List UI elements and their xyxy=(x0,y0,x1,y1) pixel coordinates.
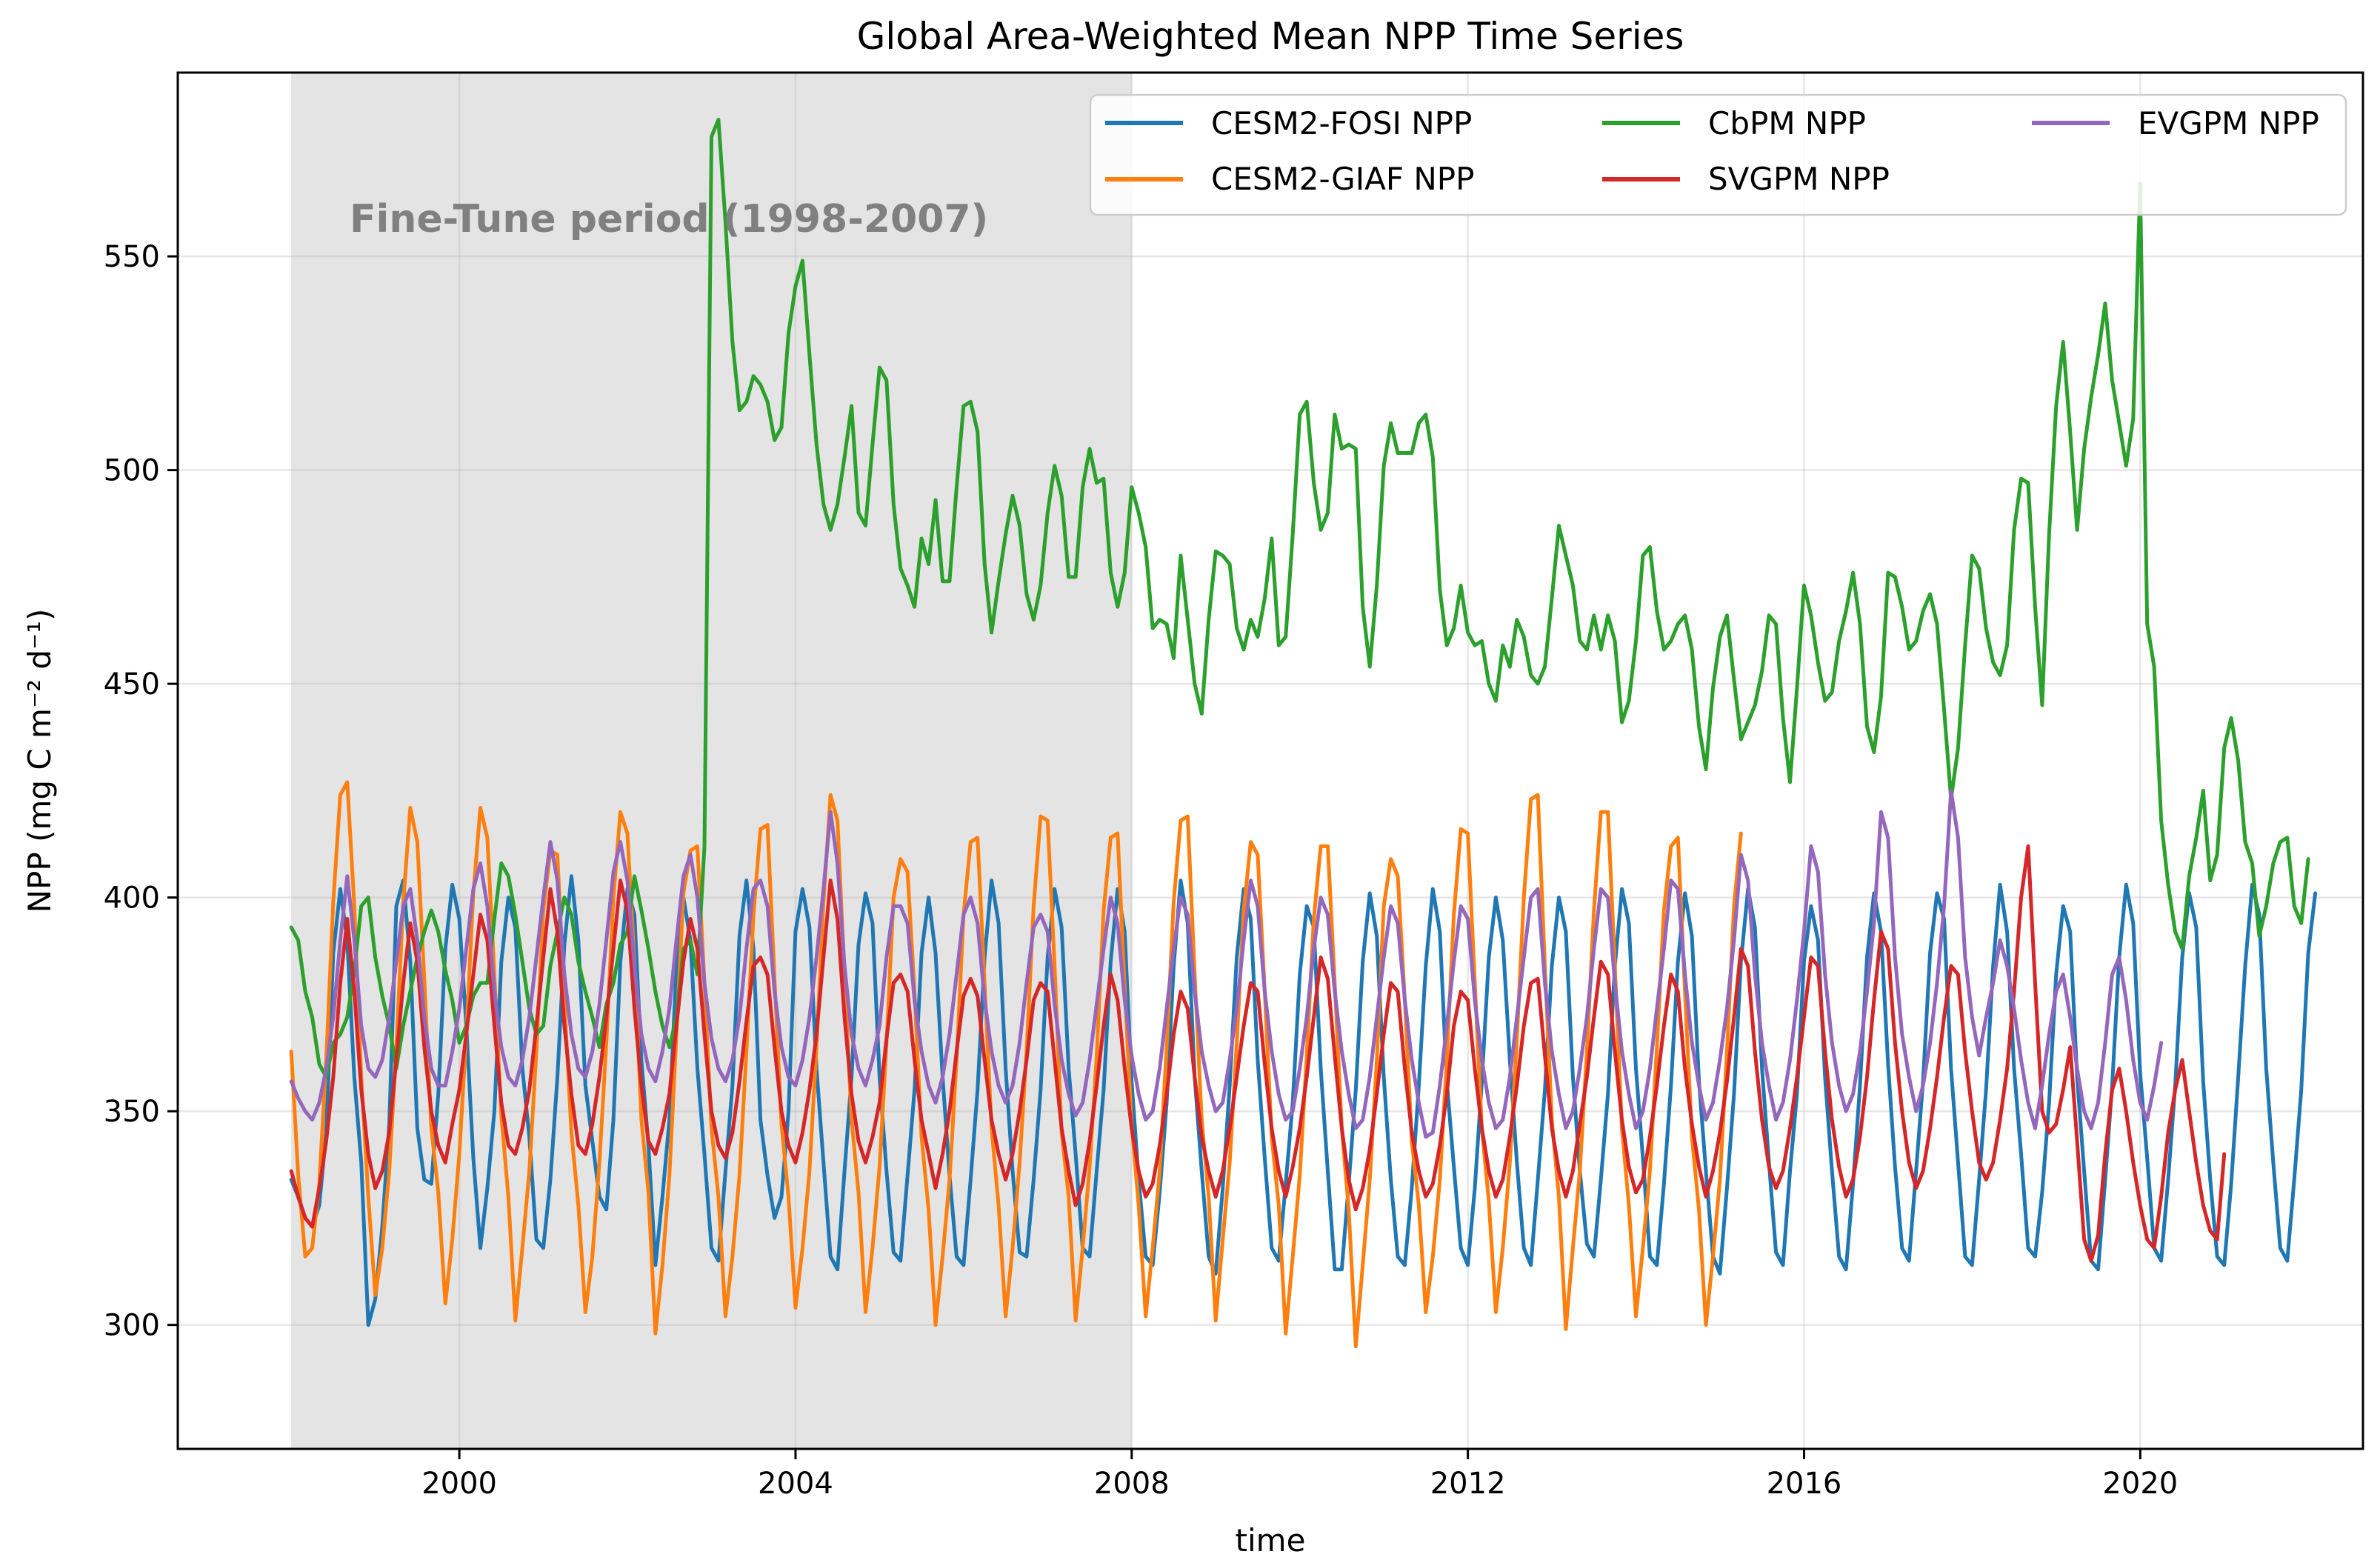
legend-label-svgpm: SVGPM NPP xyxy=(1708,161,1890,197)
x-tick-label-2000: 2000 xyxy=(421,1467,497,1501)
series-line-svgpm-npp xyxy=(289,844,2227,1263)
x-tick-label-2004: 2004 xyxy=(758,1467,833,1501)
y-tick-label-550: 550 xyxy=(104,240,160,274)
x-tick-label-2016: 2016 xyxy=(1767,1467,1842,1501)
y-tick-label-300: 300 xyxy=(104,1309,160,1343)
tick-layer: 2000 2004 2008 2012 2016 2020 300 350 400 450 500 5… xyxy=(104,240,2179,1501)
y-tick-label-450: 450 xyxy=(104,667,160,701)
legend-label-evgpm: EVGPM NPP xyxy=(2138,105,2319,141)
legend-label-cesm2-giaf: CESM2-GIAF NPP xyxy=(1211,161,1474,197)
x-tick-label-2012: 2012 xyxy=(1430,1467,1506,1501)
series-line-cesm2-giaf-npp xyxy=(289,780,1743,1348)
series-line-evgpm-npp xyxy=(289,788,2164,1139)
legend-label-cbpm: CbPM NPP xyxy=(1708,105,1866,141)
x-tick-label-2008: 2008 xyxy=(1094,1467,1170,1501)
y-tick-label-400: 400 xyxy=(104,881,160,916)
x-axis-title: time xyxy=(1236,1522,1306,1559)
legend: CESM2-FOSI NPP CESM2-GIAF NPP CbPM NPP S… xyxy=(1089,93,2347,216)
x-tick-label-2020: 2020 xyxy=(2102,1467,2178,1501)
chart-title: Global Area-Weighted Mean NPP Time Serie… xyxy=(857,15,1684,58)
y-tick-label-350: 350 xyxy=(104,1095,160,1129)
y-tick-label-500: 500 xyxy=(104,454,160,488)
plot-frame xyxy=(176,71,2364,1450)
legend-label-cesm2-fosi: CESM2-FOSI NPP xyxy=(1211,105,1472,141)
fine-tune-annotation: Fine-Tune period (1998-2007) xyxy=(350,197,988,241)
y-axis-title: NPP (mg C m⁻² d⁻¹) xyxy=(21,609,58,913)
series-layer xyxy=(289,118,2318,1348)
